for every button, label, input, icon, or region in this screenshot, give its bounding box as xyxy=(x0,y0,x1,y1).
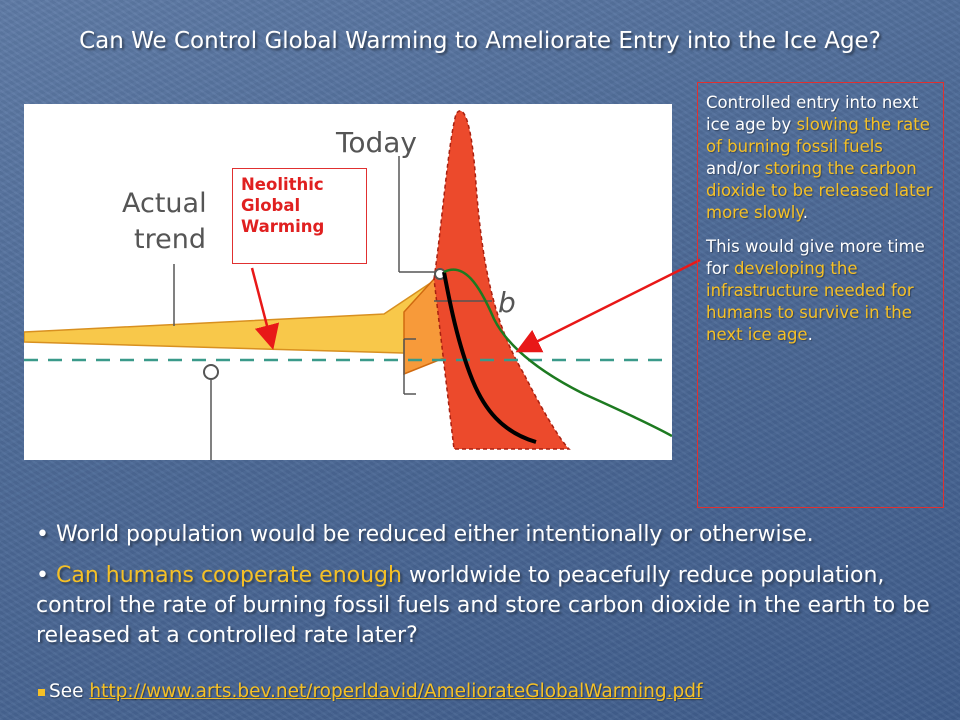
bullet-mark: • xyxy=(36,563,56,588)
side-note-text: and/or xyxy=(706,159,765,178)
side-note-text: . xyxy=(802,203,809,222)
peak-warming-area xyxy=(433,110,571,450)
climate-figure-svg: Today Actual trend b xyxy=(24,110,672,460)
climate-figure: Today Actual trend b xyxy=(24,104,672,460)
side-note-paragraph-2: This would give more time for developing… xyxy=(706,236,935,346)
actual-label: Actual xyxy=(122,188,207,219)
bullet-list: • World population would be reduced eith… xyxy=(36,520,936,662)
neolithic-warming-label: Neolithic Global Warming xyxy=(232,168,367,264)
neolithic-label-line: Global xyxy=(241,196,301,215)
bullet-highlight: Can humans cooperate enough xyxy=(55,563,402,588)
side-note-highlight: storing the carbon dioxide to be release… xyxy=(706,159,933,222)
controlled-curve-green xyxy=(443,268,672,438)
see-label: See xyxy=(49,681,90,702)
reference-link[interactable]: http://www.arts.bev.net/roperldavid/Amel… xyxy=(89,681,703,702)
side-note-text: . xyxy=(807,325,813,344)
bullet-item-1: • World population would be reduced eith… xyxy=(36,520,936,550)
see-reference: See http://www.arts.bev.net/roperldavid/… xyxy=(38,681,938,702)
bullet-item-2: • Can humans cooperate enough worldwide … xyxy=(36,561,936,651)
trend-label: trend xyxy=(134,224,206,255)
side-note-text: This would give more time for xyxy=(706,237,925,278)
neolithic-label-line: Neolithic xyxy=(241,175,324,194)
side-note-paragraph-1: Controlled entry into next ice age by sl… xyxy=(706,92,935,224)
side-note-text: Controlled entry into next ice age by xyxy=(706,93,919,134)
lower-marker-dot xyxy=(203,364,219,380)
bullet-text: worldwide to peacefully reduce populatio… xyxy=(36,563,930,648)
slide-title: Can We Control Global Warming to Amelior… xyxy=(79,28,881,54)
side-note-highlight: developing the infrastructure needed for… xyxy=(706,259,914,344)
controlled-curve-black xyxy=(442,271,537,444)
bullet-mark: • xyxy=(36,522,56,547)
neolithic-label-line: Warming xyxy=(241,217,325,236)
square-bullet-icon xyxy=(38,688,45,696)
today-label: Today xyxy=(335,126,417,159)
side-note-box: Controlled entry into next ice age by sl… xyxy=(697,82,944,508)
side-note-highlight: slowing the rate of burning fossil fuels xyxy=(706,115,930,156)
bullet-text: World population would be reduced either… xyxy=(55,522,814,547)
actual-trend-area xyxy=(24,280,437,355)
b-label: b xyxy=(498,286,516,319)
